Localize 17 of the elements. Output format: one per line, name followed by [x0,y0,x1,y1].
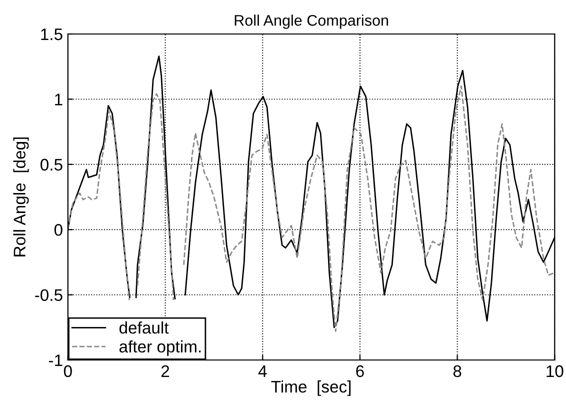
y-tick-label: -0.5 [35,289,62,302]
y-axis-title: Roll Angle [deg] [13,137,29,256]
legend-label: after optim. [119,340,201,356]
x-tick-label: 8 [453,365,462,378]
legend-label: default [119,321,169,334]
y-tick-label: 0 [54,224,62,236]
chart-title: Roll Angle Comparison [234,14,388,29]
x-tick-label: 6 [356,365,364,378]
x-tick-label: 0 [64,365,72,378]
y-tick-label: -1 [48,354,62,366]
x-tick-label: 2 [161,365,170,377]
y-tick-label: 0.5 [40,158,62,171]
x-axis-title: Time [sec] [271,380,351,396]
x-tick-label: 4 [258,365,267,377]
x-tick-label: 10 [546,365,564,378]
y-tick-label: 1.5 [41,28,62,40]
y-tick-label: 1 [55,94,62,106]
